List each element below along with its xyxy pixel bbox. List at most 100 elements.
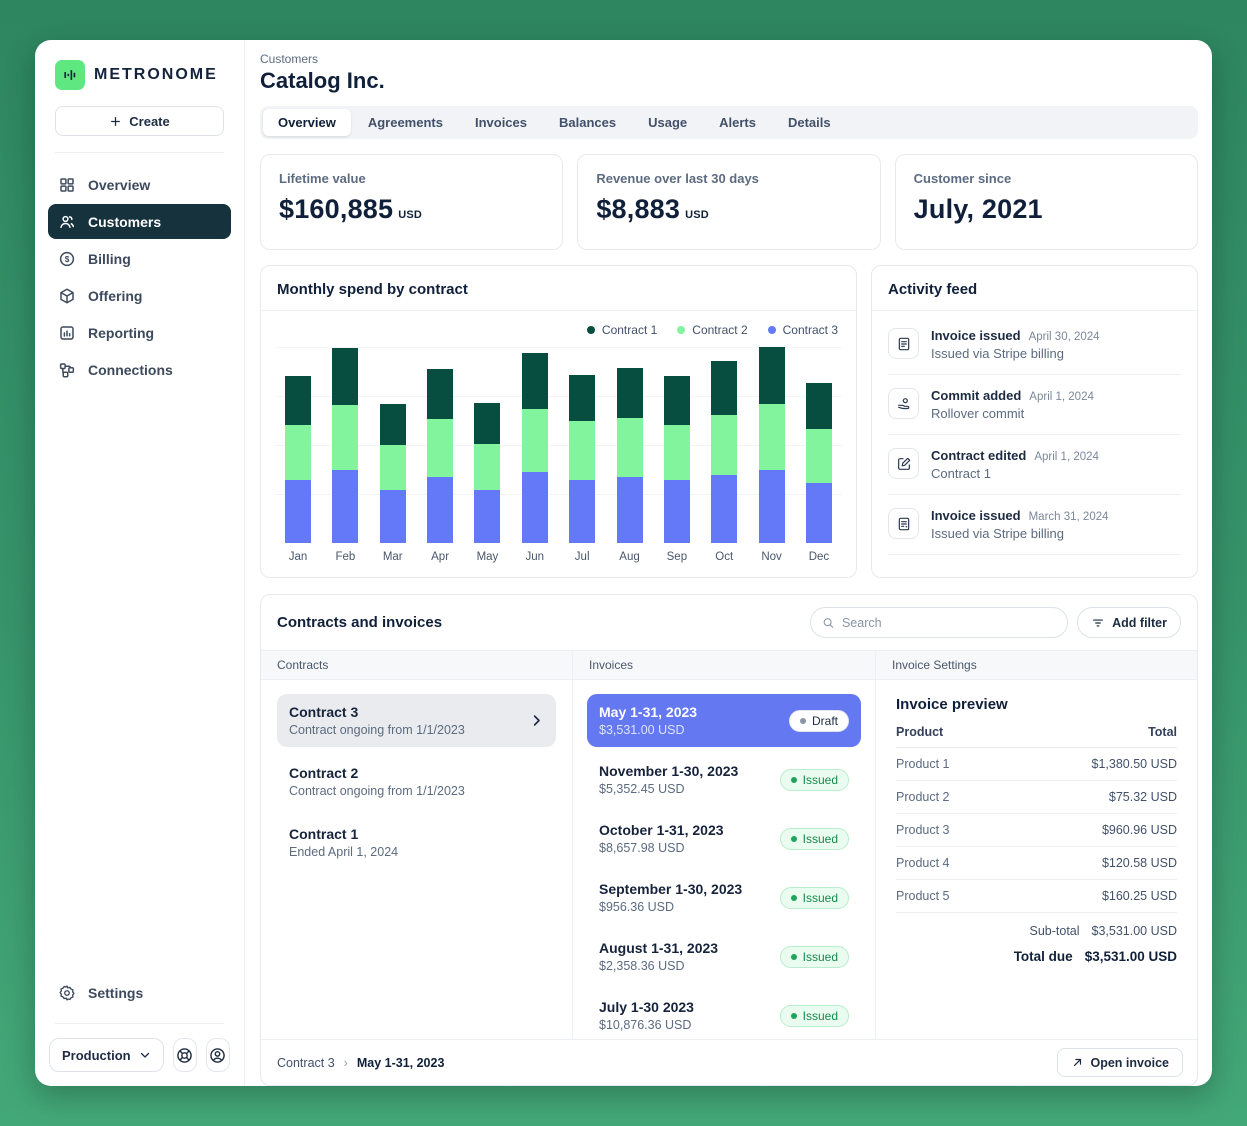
total-due-value: $3,531.00 USD [1084, 949, 1177, 964]
stat-value: $160,885 [279, 194, 394, 224]
invoice-item-september[interactable]: September 1-30, 2023 $956.36 USD Issued [587, 871, 861, 924]
bar-jun [521, 353, 548, 543]
tab-agreements[interactable]: Agreements [367, 115, 443, 130]
add-filter-button[interactable]: Add filter [1077, 607, 1181, 638]
account-button[interactable] [205, 1038, 230, 1072]
product-total: $75.32 USD [1108, 790, 1177, 804]
edit-icon [888, 448, 919, 479]
invoice-item-august[interactable]: August 1-31, 2023 $2,358.36 USD Issued [587, 930, 861, 983]
sidebar-item-label: Billing [88, 250, 131, 267]
bar-segment-contract-1 [758, 347, 785, 405]
bar-segment-contract-2 [379, 445, 406, 491]
status-dot [790, 835, 797, 842]
bar-jan [285, 376, 311, 543]
contracts-list: Contract 3 Contract ongoing from 1/1/202… [261, 680, 572, 1039]
preview-row: Product 2 $75.32 USD [896, 781, 1177, 814]
legend-dot [677, 326, 686, 334]
legend-contract-2: Contract 2 [677, 323, 748, 337]
tab-invoices[interactable]: Invoices [474, 115, 527, 130]
subtotal-value: $3,531.00 USD [1091, 924, 1177, 938]
search-input[interactable] [841, 615, 1057, 630]
status-label: Issued [802, 772, 838, 787]
bar-segment-contract-2 [332, 405, 359, 470]
search-box[interactable] [810, 607, 1069, 638]
total-due-label: Total due [1013, 949, 1073, 964]
invoice-item-october[interactable]: October 1-31, 2023 $8,657.98 USD Issued [587, 812, 861, 865]
dollar-circle-icon: $ [59, 251, 75, 266]
stat-revenue-30d: Revenue over last 30 days $8,883 USD [577, 154, 881, 250]
invoice-amount: $5,352.45 USD [599, 782, 685, 796]
status-badge: Issued [779, 1004, 849, 1027]
status-badge: Issued [779, 827, 849, 850]
status-dot [799, 717, 806, 724]
tab-usage[interactable]: Usage [648, 115, 688, 130]
activity-desc: Issued via Stripe billing [931, 346, 1064, 361]
user-circle-icon [210, 1047, 226, 1063]
activity-title: Invoice issued [931, 328, 1021, 343]
tab-details[interactable]: Details [787, 115, 831, 130]
package-icon [60, 288, 74, 303]
stat-lifetime-value: Lifetime value $160,885 USD [260, 154, 564, 250]
breadcrumb[interactable]: Customers [260, 52, 319, 66]
status-label: Issued [802, 831, 838, 846]
connections-icon [59, 362, 75, 377]
chevron-down-icon [140, 1052, 149, 1058]
contract-item-2[interactable]: Contract 2 Contract ongoing from 1/1/202… [277, 755, 556, 808]
legend-contract-1: Contract 1 [586, 323, 657, 337]
filter-icon [1093, 619, 1104, 626]
contract-name: Contract 3 [289, 704, 359, 720]
bar-segment-contract-1 [332, 348, 359, 406]
environment-selector[interactable]: Production [49, 1038, 164, 1072]
invoice-item-july[interactable]: July 1-30 2023 $10,876.36 USD Issued [587, 989, 861, 1039]
bar-segment-contract-3 [805, 482, 832, 543]
sidebar-item-customers[interactable]: Customers [48, 204, 231, 239]
chart-legend: Contract 1 Contract 2 Contract 3 [279, 323, 838, 337]
divider [872, 310, 1197, 311]
chart-x-labels: Jan Feb Mar Apr May Jun Jul Aug Sep Oct Nov Dec [275, 543, 842, 567]
bar-segment-contract-3 [569, 479, 596, 543]
activity-item: Invoice issued April 30, 2024 Issued via … [888, 315, 1181, 375]
invoice-period: May 1-31, 2023 [599, 704, 698, 720]
status-dot [790, 1012, 797, 1019]
bar-segment-contract-1 [379, 404, 406, 446]
sidebar-item-overview[interactable]: Overview [48, 167, 231, 202]
product-name: Product 5 [896, 889, 950, 903]
chart-plot [275, 347, 842, 543]
tab-balances[interactable]: Balances [559, 115, 617, 130]
chevron-right-icon [529, 713, 544, 728]
invoice-period: July 1-30 2023 [599, 999, 694, 1015]
bar-segment-contract-2 [663, 424, 690, 480]
bar-segment-contract-3 [474, 490, 501, 543]
sidebar-item-billing[interactable]: $ Billing [48, 241, 231, 276]
contract-item-1[interactable]: Contract 1 Ended April 1, 2024 [277, 816, 556, 869]
bar-segment-contract-2 [427, 419, 454, 478]
status-dot [790, 894, 797, 901]
sidebar-item-connections[interactable]: Connections [48, 352, 231, 387]
tab-overview[interactable]: Overview [263, 109, 351, 136]
bar-segment-contract-1 [616, 367, 643, 419]
environment-label: Production [62, 1047, 131, 1063]
tab-alerts[interactable]: Alerts [719, 115, 756, 130]
invoice-preview-title: Invoice preview [896, 696, 1008, 713]
bar-segment-contract-1 [285, 376, 311, 425]
contract-name: Contract 2 [289, 765, 359, 781]
help-button[interactable] [172, 1038, 197, 1072]
invoice-item-may[interactable]: May 1-31, 2023 $3,531.00 USD Draft [587, 694, 861, 747]
open-invoice-button[interactable]: Open invoice [1056, 1048, 1183, 1077]
activity-date: April 30, 2024 [1028, 331, 1100, 343]
contract-item-3[interactable]: Contract 3 Contract ongoing from 1/1/202… [277, 694, 556, 747]
bar-segment-contract-2 [758, 404, 785, 470]
invoice-item-november[interactable]: November 1-30, 2023 $5,352.45 USD Issued [587, 753, 861, 806]
stat-customer-since: Customer since July, 2021 [894, 154, 1198, 250]
settings-label: Settings [88, 985, 144, 1001]
create-button[interactable]: Create [55, 106, 224, 136]
product-name: Product 3 [896, 823, 950, 837]
footer-contract-link[interactable]: Contract 3 [277, 1055, 335, 1070]
sidebar-item-settings[interactable]: Settings [35, 975, 244, 1011]
bar-apr [427, 368, 454, 543]
sidebar-item-offering[interactable]: Offering [48, 278, 231, 313]
contract-desc: Contract ongoing from 1/1/2023 [289, 784, 465, 798]
sidebar-item-reporting[interactable]: Reporting [48, 315, 231, 350]
tab-bar: Overview Agreements Invoices Balances Us… [260, 106, 1198, 139]
product-name: Product 2 [896, 790, 950, 804]
